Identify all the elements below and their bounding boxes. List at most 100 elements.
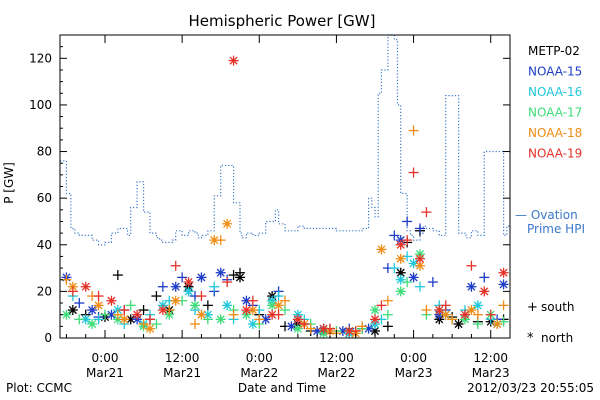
footer-timestamp: 2012/03/23 20:55:05 xyxy=(467,381,594,395)
data-point-north xyxy=(318,323,329,334)
data-point-north xyxy=(395,286,406,297)
data-point-south xyxy=(447,314,458,325)
data-point-north xyxy=(87,319,98,330)
data-point-south xyxy=(93,291,104,302)
x-tick-time-label: 0:00 xyxy=(400,351,427,365)
x-tick-date-label: Mar22 xyxy=(317,366,355,380)
data-point-north xyxy=(235,272,245,283)
data-point-south xyxy=(112,270,123,281)
data-point-south xyxy=(222,277,233,288)
data-point-north xyxy=(80,281,91,292)
data-point-north xyxy=(376,244,387,255)
data-point-south xyxy=(138,319,149,330)
data-point-north xyxy=(87,305,98,316)
y-axis-label: P [GW] xyxy=(2,162,16,204)
x-tick-date-label: Mar23 xyxy=(395,366,433,380)
data-point-south xyxy=(408,125,419,136)
data-point-south xyxy=(157,281,168,292)
data-point-north xyxy=(370,305,380,316)
x-tick-time-label: 12:00 xyxy=(165,351,200,365)
data-point-south xyxy=(421,207,432,218)
legend-marker-north-symbol: * xyxy=(527,331,534,346)
data-point-south xyxy=(485,309,496,320)
data-point-south xyxy=(376,300,387,311)
data-point-south xyxy=(498,300,509,311)
x-tick-date-label: Mar21 xyxy=(163,366,201,380)
ovation-series-layer xyxy=(60,34,511,246)
data-point-south xyxy=(202,314,213,325)
data-point-south xyxy=(93,314,104,325)
data-point-north xyxy=(472,300,483,311)
data-point-south xyxy=(100,309,110,320)
data-point-north xyxy=(215,314,226,325)
data-point-north xyxy=(145,323,155,334)
data-point-south xyxy=(466,260,477,271)
data-point-south xyxy=(408,167,419,178)
data-point-north xyxy=(434,305,445,316)
data-point-north xyxy=(222,218,233,229)
y-axis: 0 20 40 60 80 100 120 xyxy=(29,46,510,345)
y-tick-label: 20 xyxy=(37,284,52,298)
y-tick-label: 100 xyxy=(29,98,52,112)
data-point-south xyxy=(382,295,393,306)
data-point-south xyxy=(112,309,123,320)
legend-ovation-label: — Ovation xyxy=(515,208,578,222)
legend-entry-noaa-15: NOAA-15 xyxy=(528,65,582,79)
data-point-south xyxy=(74,298,85,309)
data-point-north xyxy=(67,305,78,316)
data-point-north xyxy=(395,253,406,264)
data-point-south xyxy=(209,281,220,292)
data-point-north xyxy=(93,300,104,311)
data-point-north xyxy=(395,239,406,250)
data-point-north xyxy=(228,55,239,66)
y-tick-label: 80 xyxy=(37,145,52,159)
data-point-north xyxy=(292,323,303,334)
data-point-north xyxy=(170,281,181,292)
footer-plot-source: Plot: CCMC xyxy=(6,381,72,395)
data-point-north xyxy=(453,319,464,330)
data-point-south xyxy=(415,223,425,234)
data-point-north xyxy=(196,309,207,320)
data-point-north xyxy=(157,305,168,316)
data-point-south xyxy=(202,300,213,311)
data-point-south xyxy=(280,295,290,306)
data-point-north xyxy=(106,295,117,306)
data-point-south xyxy=(138,305,149,316)
y-tick-label: 120 xyxy=(29,51,52,65)
series-noaa-19 xyxy=(67,55,509,337)
data-point-north xyxy=(61,309,72,320)
data-point-south xyxy=(61,274,72,285)
data-point-north xyxy=(498,279,509,290)
data-point-north xyxy=(415,253,425,264)
x-tick-time-label: 0:00 xyxy=(246,351,273,365)
data-point-south xyxy=(402,235,413,246)
data-point-north xyxy=(222,300,233,311)
satellite-points-layer xyxy=(61,55,509,339)
data-point-north xyxy=(132,309,143,320)
data-point-south xyxy=(305,323,316,334)
data-point-south xyxy=(177,272,188,283)
data-point-south xyxy=(421,305,432,316)
data-point-south xyxy=(170,260,181,271)
data-point-south xyxy=(67,286,78,297)
data-point-north xyxy=(196,272,207,283)
data-point-south xyxy=(125,300,136,311)
data-point-north xyxy=(344,326,355,337)
legend-ovation-label-2: Prime HPI xyxy=(527,222,585,236)
x-tick-date-label: Mar23 xyxy=(472,366,510,380)
x-tick-date-label: Mar21 xyxy=(86,366,124,380)
chart-title: Hemispheric Power [GW] xyxy=(189,12,376,30)
data-point-south xyxy=(299,319,310,330)
y-tick-label: 60 xyxy=(37,191,52,205)
data-point-north xyxy=(460,309,470,320)
data-point-north xyxy=(292,314,303,325)
data-point-south xyxy=(247,295,258,306)
legend-entry-noaa-18: NOAA-18 xyxy=(528,126,582,140)
data-point-south xyxy=(415,281,425,292)
data-point-south xyxy=(151,319,162,330)
data-point-north xyxy=(466,305,477,316)
legend-marker-south-symbol: + xyxy=(527,300,538,315)
data-point-north xyxy=(209,235,220,246)
